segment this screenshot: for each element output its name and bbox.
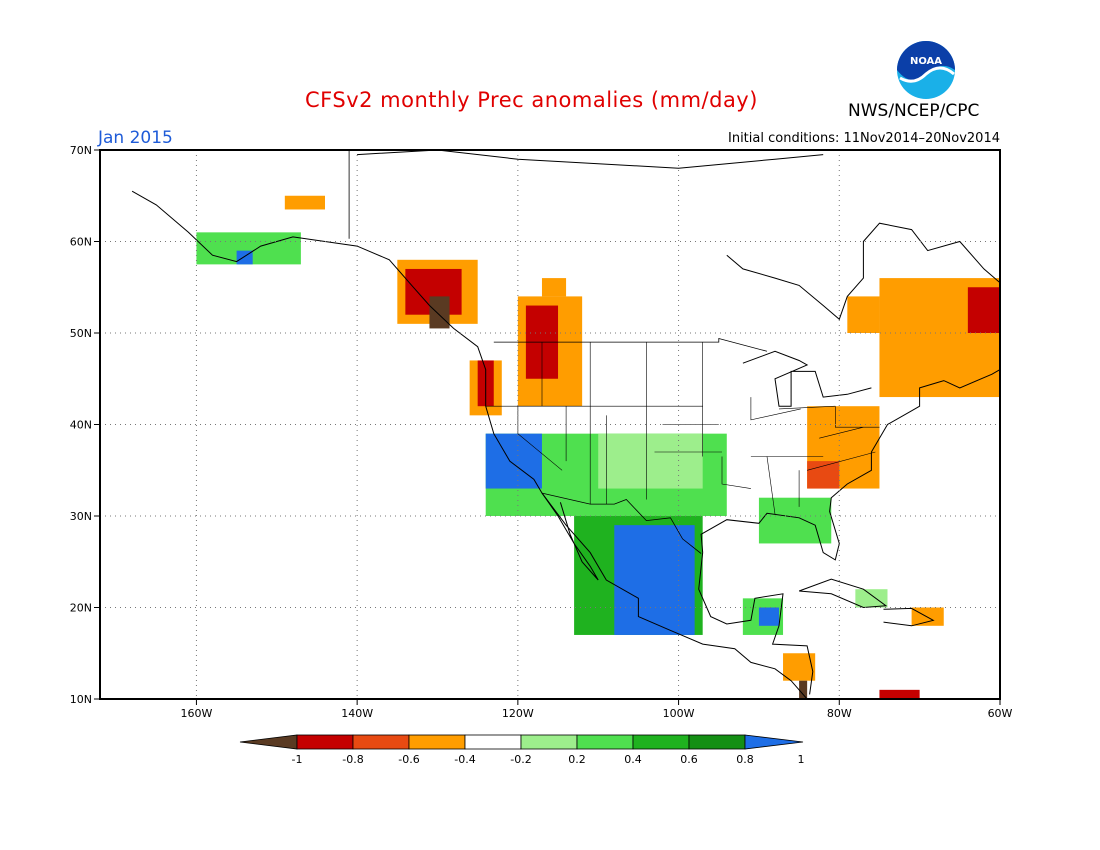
- lat-tick-label: 70N: [70, 144, 92, 157]
- logo-text: NOAA: [910, 56, 942, 67]
- state-border: [778, 405, 836, 410]
- state-border: [721, 456, 751, 489]
- state-border: [807, 451, 876, 471]
- colorbar-label: 0.8: [736, 753, 754, 766]
- forecast-month: Jan 2015: [98, 128, 173, 148]
- colorbar-swatch: [688, 734, 746, 750]
- anomaly-region-socal-strong-wet: [485, 433, 542, 489]
- coastline-segment: [541, 492, 599, 581]
- lon-tick-label: 80W: [827, 707, 852, 720]
- anomaly-region-labrador-dry-strong: [967, 287, 1000, 333]
- lat-tick-label: 50N: [70, 327, 92, 340]
- coastlines: [131, 149, 1001, 700]
- coastline-segment: [700, 369, 1001, 561]
- colorbar-label: 0.2: [568, 753, 586, 766]
- coastline-segment: [742, 350, 872, 407]
- colorbar-label: -0.2: [510, 753, 531, 766]
- lat-tick-labels: 70N 60N 50N 40N 30N 20N 10N: [70, 144, 100, 706]
- anomaly-region-gulf-coast-wet: [758, 497, 832, 544]
- colorbar-swatch: [520, 734, 578, 750]
- graticule: [100, 150, 1000, 699]
- coastline-segment: [883, 607, 935, 627]
- anomaly-region-central-america-dry: [783, 653, 816, 681]
- state-border: [835, 406, 880, 428]
- colorbar-swatch: [408, 734, 466, 750]
- state-border: [819, 426, 864, 439]
- anomaly-region-great-plains-wet-light: [598, 433, 703, 489]
- colorbar-arrow-high: [744, 734, 804, 750]
- anomaly-region-mexico-strong-wet: [614, 525, 695, 635]
- coastline-segment: [357, 149, 824, 169]
- colorbar-label: 0.6: [680, 753, 698, 766]
- political-border: [493, 337, 768, 352]
- lat-tick-label: 20N: [70, 602, 92, 615]
- state-border: [766, 456, 776, 515]
- anomaly-region-hudson-dry: [847, 296, 880, 333]
- initial-conditions: Initial conditions: 11Nov2014–20Nov2014: [728, 131, 1000, 146]
- lat-tick-label: 60N: [70, 236, 92, 249]
- state-border: [750, 397, 801, 421]
- colorbar-label: 0.4: [624, 753, 642, 766]
- noaa-logo-icon: NOAA: [897, 41, 955, 99]
- colorbar-swatch: [576, 734, 634, 750]
- colorbar-label: -1: [292, 753, 303, 766]
- lon-tick-labels: 160W 140W 120W 100W 80W 60W: [180, 699, 1013, 720]
- lon-tick-label: 160W: [180, 707, 212, 720]
- coastline-segment: [131, 190, 808, 700]
- coastline-segment: [698, 552, 814, 695]
- chart-title: CFSv2 monthly Prec anomalies (mm/day): [305, 88, 758, 112]
- anomaly-region-nicaragua-very-dry: [799, 680, 808, 699]
- lon-tick-label: 140W: [341, 707, 373, 720]
- lon-tick-label: 100W: [663, 707, 695, 720]
- colorbar-swatch: [352, 734, 410, 750]
- agency-label: NWS/NCEP/CPC: [848, 101, 980, 121]
- anomaly-region-yucatan-strong-wet: [758, 607, 780, 626]
- coastline-segment: [726, 222, 1001, 321]
- coastline-segment: [798, 578, 888, 609]
- lat-tick-label: 40N: [70, 419, 92, 432]
- colorbar-swatch: [464, 734, 522, 750]
- colorbar-swatch: [632, 734, 690, 750]
- lon-tick-label: 60W: [988, 707, 1013, 720]
- political-border: [541, 492, 702, 554]
- lon-tick-label: 120W: [502, 707, 534, 720]
- colorbar-label: -0.6: [398, 753, 419, 766]
- colorbar-label: 1: [798, 753, 805, 766]
- anomaly-region-bc-coast-very-dry: [429, 296, 450, 329]
- anomaly-region-cuba-wet-light: [855, 589, 888, 608]
- colorbar: -1 -0.8 -0.6 -0.4 -0.2 0.2 0.4 0.6 0.8 1: [239, 734, 805, 766]
- colorbar-label: -0.4: [454, 753, 475, 766]
- anomaly-region-yukon-dry: [284, 195, 325, 210]
- anomaly-region-venezuela-dry: [879, 689, 920, 699]
- colorbar-swatch: [296, 734, 354, 750]
- anomaly-region-carolina-dry: [807, 461, 840, 489]
- colorbar-label: -0.8: [342, 753, 363, 766]
- anomaly-cells: [196, 195, 1000, 699]
- lat-tick-label: 10N: [70, 693, 92, 706]
- anomaly-region-alberta-dry: [541, 278, 567, 297]
- lat-tick-label: 30N: [70, 510, 92, 523]
- colorbar-arrow-low: [239, 734, 298, 750]
